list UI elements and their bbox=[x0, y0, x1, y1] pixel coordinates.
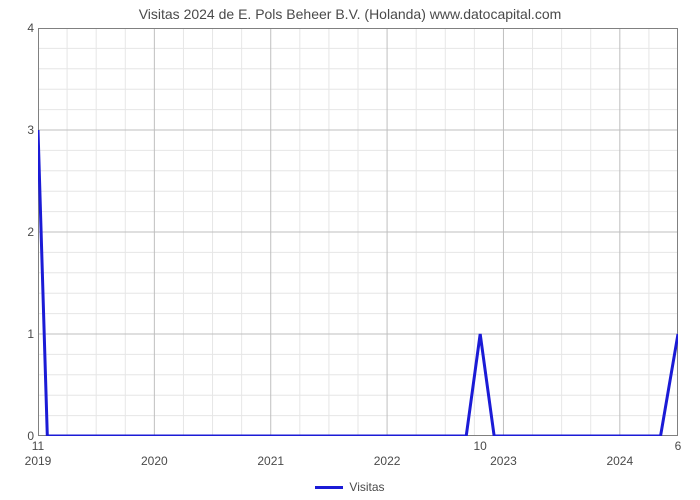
plot-area bbox=[38, 28, 678, 436]
chart-svg bbox=[38, 28, 678, 436]
x-tick-label: 2021 bbox=[257, 454, 284, 468]
x-tick-label: 2024 bbox=[606, 454, 633, 468]
data-callout-label: 11 bbox=[32, 439, 44, 453]
y-tick-label: 2 bbox=[6, 225, 34, 239]
legend-line-icon bbox=[315, 486, 343, 489]
y-tick-label: 3 bbox=[6, 123, 34, 137]
y-tick-label: 1 bbox=[6, 327, 34, 341]
legend-label: Visitas bbox=[349, 480, 384, 494]
legend: Visitas bbox=[0, 480, 700, 494]
y-tick-label: 4 bbox=[6, 21, 34, 35]
chart-title: Visitas 2024 de E. Pols Beheer B.V. (Hol… bbox=[0, 6, 700, 22]
x-tick-label: 2022 bbox=[374, 454, 401, 468]
y-tick-label: 0 bbox=[6, 429, 34, 443]
data-callout-label: 10 bbox=[473, 439, 486, 453]
x-tick-label: 2020 bbox=[141, 454, 168, 468]
x-tick-label: 2023 bbox=[490, 454, 517, 468]
data-callout-label: 6 bbox=[675, 439, 682, 453]
x-tick-label: 2019 bbox=[25, 454, 52, 468]
chart-container: Visitas 2024 de E. Pols Beheer B.V. (Hol… bbox=[0, 0, 700, 500]
